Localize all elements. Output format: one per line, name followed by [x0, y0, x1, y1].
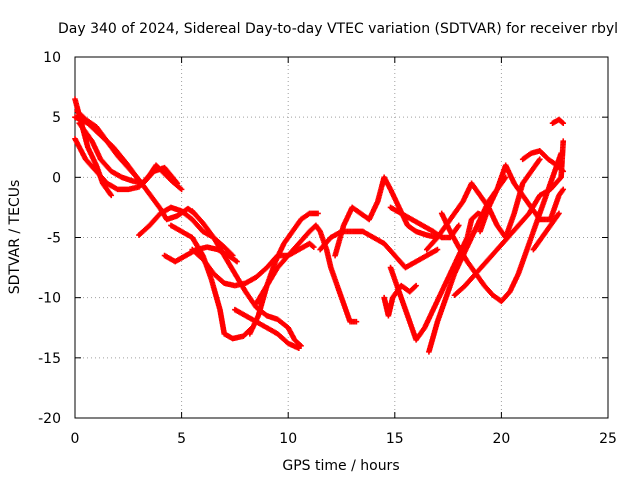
x-axis-label: GPS time / hours	[282, 458, 399, 474]
series-arc-23	[477, 162, 567, 235]
series-arc-20	[423, 156, 543, 253]
series-arc-26	[549, 116, 567, 126]
series-arc-12	[232, 306, 302, 352]
data-point	[134, 174, 140, 181]
data-point	[413, 282, 419, 289]
y-tick-label: 5	[52, 110, 61, 126]
series-arc-18	[381, 282, 419, 319]
data-point	[560, 138, 567, 145]
series-arc-15	[332, 174, 441, 259]
data-point	[536, 156, 543, 163]
data-marker	[559, 119, 565, 126]
x-tick-labels: 0 5 10 15 20 25	[71, 431, 617, 447]
y-tick-label: 0	[52, 170, 61, 186]
data-point	[560, 120, 567, 126]
series-arc-25	[530, 210, 562, 253]
y-tick-label: -20	[38, 411, 61, 427]
y-tick-label: -10	[38, 291, 61, 307]
series-arc-22	[451, 138, 567, 299]
x-tick-label: 5	[177, 431, 186, 447]
data-marker	[309, 243, 316, 250]
series-arc-4	[76, 120, 181, 187]
x-tick-label: 20	[492, 431, 510, 447]
series-arc-14	[317, 228, 441, 271]
series-arc-5	[72, 114, 140, 181]
series-arc-21	[438, 150, 564, 305]
data-point	[296, 345, 302, 352]
data-point	[560, 168, 567, 175]
x-tick-label: 0	[71, 431, 80, 447]
y-tick-label: -5	[47, 231, 61, 247]
x-tick-label: 15	[386, 431, 404, 447]
x-tick-label: 25	[599, 431, 617, 447]
x-tick-label: 10	[279, 431, 297, 447]
data-point	[315, 210, 321, 217]
data-point	[310, 244, 317, 250]
data-point	[353, 318, 360, 325]
series-arc-17	[387, 210, 488, 343]
data-point	[108, 192, 115, 199]
data-point	[560, 186, 567, 193]
y-axis-label: SDTVAR / TECUs	[7, 180, 23, 295]
grid	[75, 57, 608, 418]
series-arc-6	[136, 204, 236, 259]
series-arc-24	[519, 148, 567, 175]
data-point	[234, 258, 240, 265]
data-point	[455, 222, 462, 229]
data-point	[178, 186, 185, 193]
series-arc-13	[253, 222, 360, 325]
plot-frame	[74, 56, 609, 419]
data-point	[174, 180, 181, 187]
data-marker	[297, 341, 303, 348]
y-tick-label: -15	[38, 351, 61, 367]
y-tick-label: 10	[43, 50, 61, 66]
data-marker	[559, 167, 565, 174]
plot-area	[72, 96, 567, 355]
data-point	[556, 210, 562, 217]
chart-title: Day 340 of 2024, Sidereal Day-to-day VTE…	[58, 21, 618, 37]
data-point	[434, 246, 441, 253]
series-arc-7	[189, 208, 304, 349]
y-tick-labels: -20 -15 -10 -5 0 5 10	[38, 50, 61, 427]
data-marker	[412, 283, 418, 290]
